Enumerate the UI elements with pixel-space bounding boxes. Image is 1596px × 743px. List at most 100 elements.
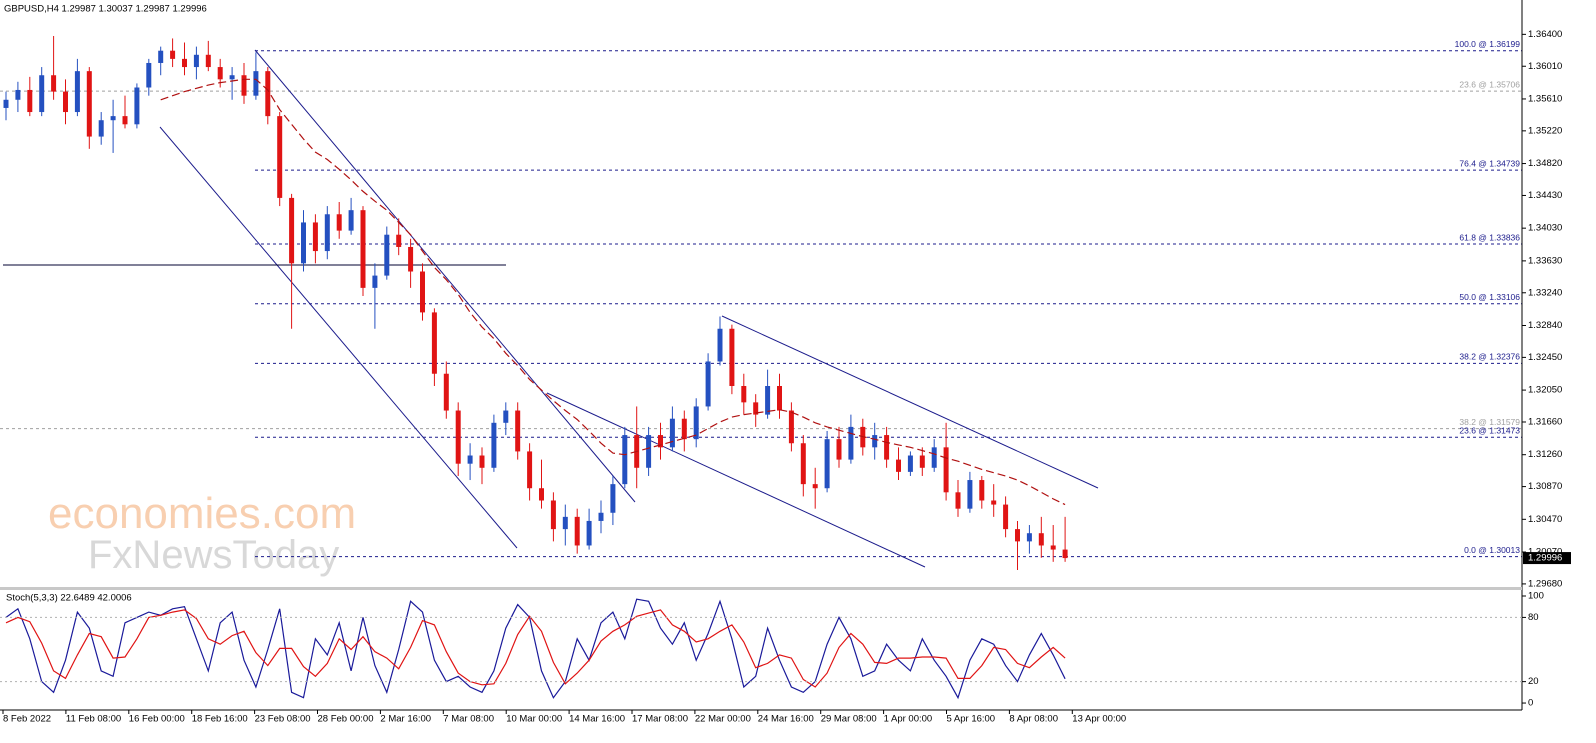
fib-label: 23.6 @ 1.35706 bbox=[1459, 79, 1520, 89]
candle-body bbox=[729, 328, 735, 387]
candle-body bbox=[134, 87, 140, 125]
y-tick-label: 1.33240 bbox=[1528, 287, 1562, 298]
x-tick-label: 8 Feb 2022 bbox=[3, 714, 51, 725]
candle-body bbox=[717, 328, 723, 362]
candle-body bbox=[586, 520, 592, 546]
indicator-title: Stoch(5,3,3) 22.6489 42.0006 bbox=[6, 593, 132, 604]
x-tick-label: 22 Mar 00:00 bbox=[695, 714, 751, 725]
candle-body bbox=[360, 210, 366, 288]
candle-body bbox=[967, 480, 973, 509]
x-tick-label: 17 Mar 08:00 bbox=[632, 714, 688, 725]
candle-body bbox=[884, 435, 890, 460]
fib-label: 76.4 @ 1.34739 bbox=[1459, 158, 1520, 168]
trend-line bbox=[254, 49, 636, 503]
fib-label: 61.8 @ 1.33836 bbox=[1459, 232, 1520, 242]
candle-body bbox=[693, 406, 699, 440]
fib-label: 38.2 @ 1.31579 bbox=[1459, 417, 1520, 427]
candle-body bbox=[896, 459, 901, 472]
y-tick-label: 1.36400 bbox=[1528, 29, 1562, 40]
x-tick-label: 28 Feb 00:00 bbox=[318, 714, 374, 725]
x-tick-label: 7 Mar 08:00 bbox=[443, 714, 494, 725]
y-tick-label: 1.32840 bbox=[1528, 320, 1562, 331]
candle-body bbox=[3, 99, 9, 108]
x-tick-label: 16 Feb 00:00 bbox=[129, 714, 185, 725]
candle-body bbox=[872, 435, 878, 448]
candle-body bbox=[443, 373, 449, 411]
candle-body bbox=[1026, 533, 1032, 542]
trend-line bbox=[721, 315, 1099, 489]
candle-body bbox=[515, 410, 521, 452]
candle-body bbox=[562, 516, 568, 530]
candle-body bbox=[158, 50, 164, 63]
stoch-line bbox=[5, 598, 1066, 700]
x-tick-label: 2 Mar 16:00 bbox=[380, 714, 431, 725]
candle-body bbox=[681, 418, 687, 440]
candle-body bbox=[931, 447, 937, 468]
chart-title: GBPUSD,H4 1.29987 1.30037 1.29987 1.2999… bbox=[4, 4, 207, 15]
candle-body bbox=[63, 91, 68, 113]
candle-body bbox=[943, 447, 949, 493]
candle-body bbox=[205, 54, 211, 68]
x-tick-label: 24 Mar 16:00 bbox=[758, 714, 814, 725]
x-tick-label: 11 Feb 08:00 bbox=[66, 714, 121, 725]
y-tick-label: 100 bbox=[1528, 591, 1544, 602]
candle-body bbox=[98, 120, 104, 137]
candle-body bbox=[1015, 529, 1020, 542]
candle-body bbox=[301, 222, 306, 264]
candle-body bbox=[598, 512, 604, 521]
candle-body bbox=[193, 54, 199, 68]
y-tick-label: 0 bbox=[1528, 698, 1533, 709]
candle-body bbox=[253, 71, 259, 96]
y-tick-label: 1.35220 bbox=[1528, 125, 1562, 136]
candle-body bbox=[277, 116, 283, 198]
candle-body bbox=[539, 488, 544, 501]
candle-body bbox=[991, 500, 997, 505]
candle-body bbox=[753, 402, 759, 415]
candle-body bbox=[550, 500, 556, 530]
candle-body bbox=[170, 50, 176, 59]
candle-body bbox=[836, 439, 842, 460]
candle-body bbox=[919, 455, 925, 468]
candle-body bbox=[800, 443, 806, 485]
candle-body bbox=[431, 312, 437, 374]
candle-body bbox=[420, 271, 425, 313]
candle-body bbox=[324, 214, 330, 252]
y-tick-label: 1.30470 bbox=[1528, 514, 1562, 525]
candle-body bbox=[312, 222, 318, 252]
candle-body bbox=[122, 116, 128, 125]
candle-body bbox=[622, 435, 628, 485]
candle-body bbox=[182, 58, 187, 68]
x-tick-label: 1 Apr 00:00 bbox=[884, 714, 933, 725]
candle-body bbox=[658, 435, 663, 448]
candle-body bbox=[146, 62, 152, 88]
fib-label: 50.0 @ 1.33106 bbox=[1459, 292, 1520, 302]
fib-layer: 100.0 @ 1.36199 23.6 @ 1.35706 76.4 @ 1.34… bbox=[0, 39, 1522, 558]
x-tick-label: 14 Mar 16:00 bbox=[569, 714, 625, 725]
candle-body bbox=[777, 386, 782, 411]
candle-body bbox=[408, 246, 414, 272]
fib-label: 0.0 @ 1.30013 bbox=[1464, 545, 1520, 555]
stoch-line bbox=[5, 609, 1066, 688]
candle-body bbox=[669, 418, 675, 448]
current-price-box bbox=[1523, 552, 1571, 565]
candle-body bbox=[336, 214, 342, 231]
fib-label: 23.6 @ 1.31473 bbox=[1459, 426, 1520, 436]
candle-body bbox=[705, 361, 711, 407]
candle-body bbox=[39, 75, 45, 113]
moving-average bbox=[160, 78, 1066, 506]
candle-body bbox=[848, 426, 854, 460]
y-tick-label: 1.34430 bbox=[1528, 190, 1562, 201]
candle-body bbox=[384, 234, 390, 276]
candle-body bbox=[27, 89, 33, 113]
candle-body bbox=[241, 75, 247, 96]
x-tick-label: 29 Mar 08:00 bbox=[821, 714, 877, 725]
y-tick-label: 80 bbox=[1528, 612, 1539, 623]
candle-body bbox=[455, 410, 461, 464]
candle-body bbox=[955, 492, 961, 509]
plot bbox=[3, 35, 1068, 700]
candle-body bbox=[527, 451, 533, 489]
candle-body bbox=[1062, 549, 1068, 559]
y-tick-label: 1.29680 bbox=[1528, 578, 1562, 589]
